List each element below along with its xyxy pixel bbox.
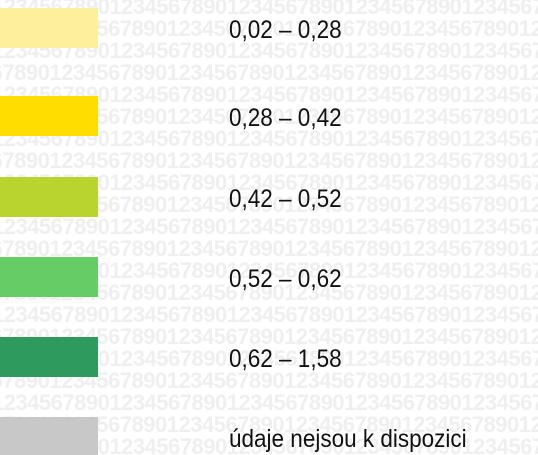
watermark-row: 1234567890123456789012345678901234567890… bbox=[0, 258, 538, 283]
watermark-row: 1234567890123456789012345678901234567890… bbox=[0, 434, 538, 455]
watermark-row: 1234567890123456789012345678901234567890… bbox=[0, 324, 538, 349]
watermark-row: 1234567890123456789012345678901234567890… bbox=[0, 280, 538, 305]
watermark-row: 1234567890123456789012345678901234567890… bbox=[0, 192, 538, 217]
watermark-row: 1234567890123456789012345678901234567890… bbox=[0, 236, 538, 261]
watermark-row: 1234567890123456789012345678901234567890… bbox=[0, 60, 538, 85]
watermark-row: 1234567890123456789012345678901234567890… bbox=[0, 104, 538, 129]
legend-swatch bbox=[0, 96, 98, 136]
legend-label: 0,42 – 0,52 bbox=[229, 185, 342, 213]
watermark-row: 1234567890123456789012345678901234567890… bbox=[0, 302, 538, 327]
legend-label: 0,62 – 1,58 bbox=[229, 345, 342, 373]
watermark-row: 1234567890123456789012345678901234567890… bbox=[0, 214, 538, 239]
legend-label: 0,28 – 0,42 bbox=[229, 104, 342, 132]
watermark-row: 1234567890123456789012345678901234567890… bbox=[0, 412, 538, 437]
watermark-row: 1234567890123456789012345678901234567890… bbox=[0, 368, 538, 393]
legend-swatch bbox=[0, 337, 98, 377]
legend-label: 0,02 – 0,28 bbox=[229, 16, 342, 44]
legend-swatch bbox=[0, 177, 98, 217]
legend-label: 0,52 – 0,62 bbox=[229, 265, 342, 293]
watermark-row: 1234567890123456789012345678901234567890… bbox=[0, 82, 538, 107]
watermark-row: 1234567890123456789012345678901234567890… bbox=[0, 126, 538, 151]
legend-swatch bbox=[0, 8, 98, 48]
watermark-row: 1234567890123456789012345678901234567890… bbox=[0, 0, 538, 19]
legend-label: údaje nejsou k dispozici bbox=[229, 425, 467, 453]
watermark-row: 1234567890123456789012345678901234567890… bbox=[0, 170, 538, 195]
watermark-row: 1234567890123456789012345678901234567890… bbox=[0, 390, 538, 415]
watermark-row: 1234567890123456789012345678901234567890… bbox=[0, 38, 538, 63]
watermark-row: 1234567890123456789012345678901234567890… bbox=[0, 16, 538, 41]
legend-swatch bbox=[0, 257, 98, 297]
watermark-row: 1234567890123456789012345678901234567890… bbox=[0, 148, 538, 173]
watermark-row: 1234567890123456789012345678901234567890… bbox=[0, 346, 538, 371]
legend-swatch bbox=[0, 417, 98, 455]
